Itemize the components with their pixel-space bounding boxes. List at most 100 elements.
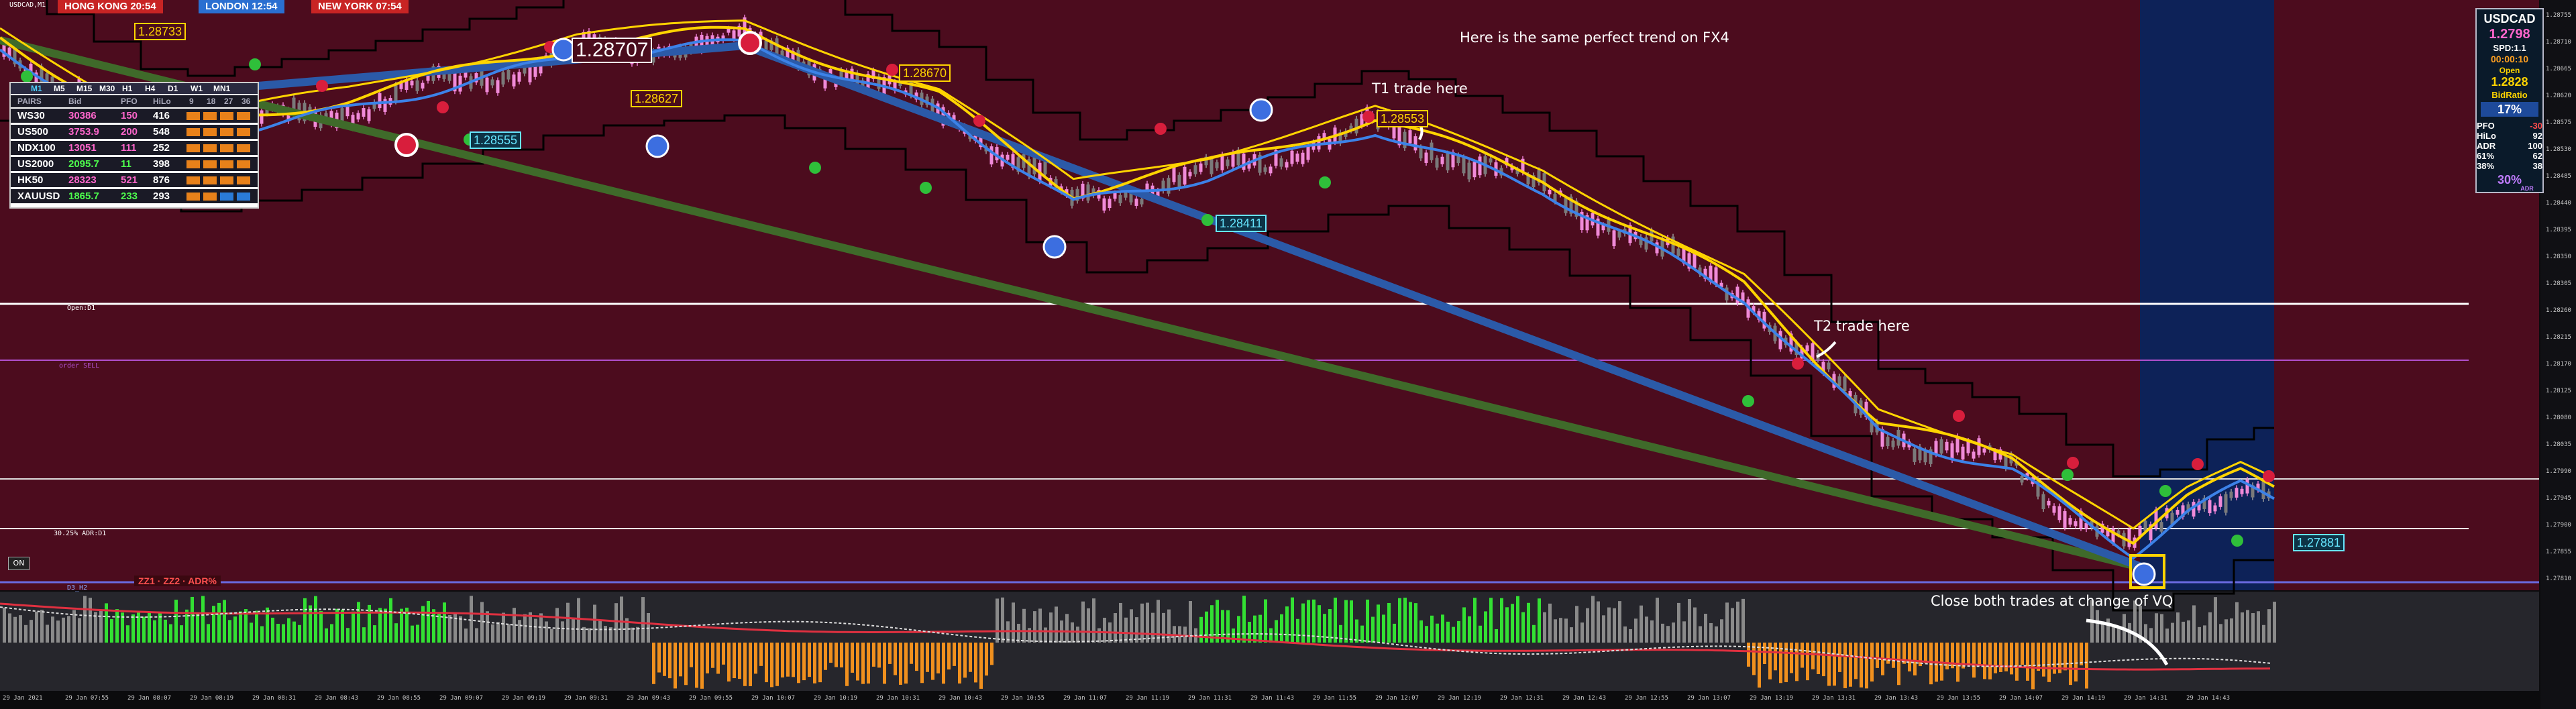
zigzag-pivot-marker <box>645 134 669 158</box>
candle-body <box>13 47 17 64</box>
vq-bar <box>2074 643 2078 681</box>
vq-bar <box>1682 621 1686 643</box>
timeframe-m30[interactable]: M30 <box>99 84 115 93</box>
candle-body <box>1472 162 1477 178</box>
on-button[interactable]: ON <box>8 557 30 570</box>
vq-bar <box>593 604 596 643</box>
candle-body <box>1693 252 1697 268</box>
candle-body <box>850 68 854 80</box>
vq-bar <box>1752 643 1756 675</box>
price-axis-tick: 1.28620 <box>2546 93 2571 99</box>
candle-body <box>1569 197 1573 214</box>
candle-body <box>2138 525 2142 537</box>
vq-bar <box>352 611 355 643</box>
vq-bar <box>1672 622 1675 643</box>
table-row[interactable]: WS30 30386 150 416 <box>11 109 258 123</box>
vq-bar <box>1028 628 1031 643</box>
candle-body <box>345 107 350 117</box>
pair-hilo: 416 <box>153 110 170 121</box>
vq-bar <box>1774 643 1777 671</box>
pair-bid: 28323 <box>68 174 97 186</box>
vq-bar <box>588 628 591 643</box>
candle-body <box>1295 153 1299 162</box>
pair-pfo: 521 <box>121 174 138 186</box>
vq-bar <box>1022 608 1026 643</box>
session-new-york: NEW YORK 07:54 <box>311 0 409 13</box>
info-stat-key: HiLo <box>2477 131 2496 141</box>
col-27: 27 <box>224 97 233 106</box>
vq-bar <box>523 614 527 643</box>
candle-body <box>1794 342 1799 356</box>
vq-bar <box>1715 626 1718 643</box>
candle-body <box>1939 439 1943 454</box>
timeframe-h4[interactable]: H4 <box>145 84 156 93</box>
vq-bar <box>566 602 570 643</box>
vq-bar <box>2139 605 2142 643</box>
buy-signal-dot <box>21 70 33 83</box>
vq-bar <box>985 643 988 676</box>
timeframe-h1[interactable]: H1 <box>122 84 133 93</box>
vq-bar <box>287 618 290 643</box>
vq-bar <box>1280 614 1283 643</box>
t2-annotation: T2 trade here <box>1814 318 1910 334</box>
vq-bar <box>1999 643 2002 672</box>
vq-bar <box>749 643 752 686</box>
candle-body <box>1655 242 1659 254</box>
vq-bar <box>1661 623 1664 643</box>
order-level-label: order SELL <box>59 362 100 370</box>
table-row[interactable]: US500 3753.9 200 548 <box>11 125 258 139</box>
sell-signal-dot <box>437 101 449 113</box>
trend-bars <box>186 176 254 184</box>
vq-bar <box>486 611 489 643</box>
timeframe-m5[interactable]: M5 <box>54 84 65 93</box>
timeframe-w1[interactable]: W1 <box>191 84 203 93</box>
candle-body <box>442 71 446 79</box>
vq-bar <box>335 608 339 643</box>
vq-bar <box>437 612 441 643</box>
candle-body <box>1306 146 1310 160</box>
timeframe-m1[interactable]: M1 <box>31 84 42 93</box>
info-stat-value: 92 <box>2532 131 2542 141</box>
timeframe-d1[interactable]: D1 <box>168 84 178 93</box>
vq-bar <box>1597 601 1600 643</box>
table-row[interactable]: NDX100 13051 111 252 <box>11 141 258 155</box>
buy-signal-dot <box>1742 395 1754 407</box>
candle-body <box>1285 162 1289 168</box>
table-row[interactable]: US2000 2095.7 11 398 <box>11 157 258 171</box>
vq-bar <box>1285 606 1289 643</box>
info-bid-ratio-label: BidRatio <box>2491 90 2528 100</box>
candle-body <box>936 103 940 117</box>
timeframe-mn1[interactable]: MN1 <box>213 84 231 93</box>
candle-body <box>1419 147 1423 159</box>
time-axis-tick: 29 Jan 14:43 <box>2186 695 2231 702</box>
time-axis-tick: 29 Jan 14:31 <box>2124 695 2168 702</box>
vq-bar <box>1548 603 1552 643</box>
candle-body <box>496 80 500 93</box>
vq-bar <box>239 611 242 643</box>
table-row[interactable]: XAUUSD 1865.7 233 293 <box>11 189 258 203</box>
vq-bar <box>405 607 409 643</box>
vq-bar <box>1258 614 1262 643</box>
candle-body <box>1714 267 1718 285</box>
candle-body <box>1258 154 1262 173</box>
candle-body <box>786 48 790 58</box>
vq-bar <box>1833 643 1836 686</box>
col-bid: Bid <box>68 97 82 106</box>
candle-body <box>490 79 494 86</box>
vq-bar <box>276 624 280 643</box>
vq-bar <box>99 609 103 643</box>
vq-bar <box>829 643 833 663</box>
table-row[interactable]: HK50 28323 521 876 <box>11 173 258 187</box>
candle-body <box>1274 150 1278 166</box>
candle-body <box>1800 347 1804 359</box>
vq-bar <box>1564 618 1568 643</box>
vq-bar <box>72 610 76 643</box>
timeframe-m15[interactable]: M15 <box>76 84 93 93</box>
moving-average-yellow-slow <box>0 19 2275 530</box>
indicator-line-red <box>0 602 2271 671</box>
candle-body <box>1247 160 1251 169</box>
vq-bar <box>631 627 634 643</box>
vq-bar <box>207 624 210 643</box>
candle-body <box>1913 448 1917 462</box>
